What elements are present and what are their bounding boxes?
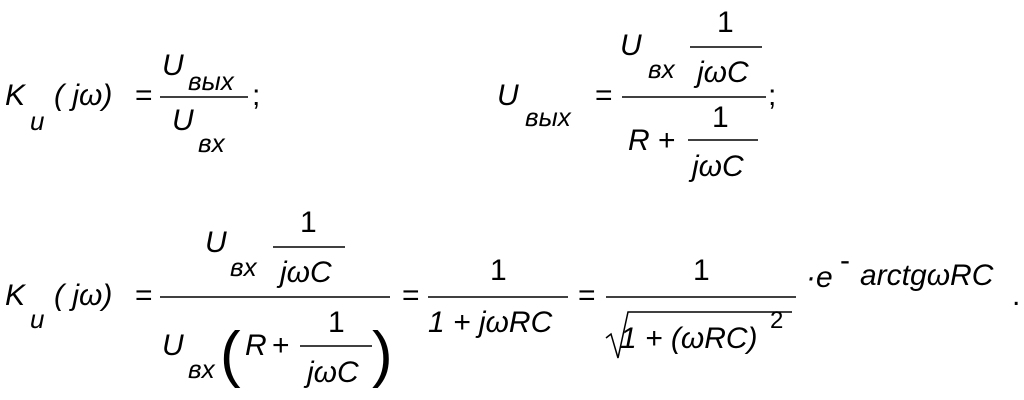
- argument: ( jω): [54, 79, 112, 112]
- equals: =: [578, 279, 596, 312]
- exponent: 2: [770, 307, 783, 334]
- parenthesis: (: [220, 320, 241, 389]
- denominator: 1 + (ωRC): [620, 322, 758, 355]
- symbol: K: [5, 279, 27, 312]
- exponent-sign: -: [840, 244, 850, 277]
- argument: ( jω): [54, 279, 112, 312]
- subscript: вх: [188, 354, 216, 384]
- numerator: U: [205, 226, 227, 259]
- symbol: ·e: [806, 261, 833, 294]
- punctuation: ;: [768, 79, 776, 112]
- numerator: U: [620, 29, 642, 62]
- subscript: u: [30, 304, 44, 334]
- numerator: 1: [328, 306, 345, 339]
- equals: =: [135, 79, 153, 112]
- denominator: 1 + jωRC: [428, 306, 553, 339]
- denominator: U: [172, 104, 194, 137]
- plus: +: [272, 329, 290, 362]
- symbol: K: [5, 79, 27, 112]
- numerator: 1: [693, 254, 710, 287]
- denominator: jωC: [276, 256, 332, 289]
- radical: [605, 311, 792, 359]
- numerator: 1: [490, 254, 507, 287]
- subscript: вх: [648, 54, 676, 84]
- denominator: jωC: [693, 56, 749, 89]
- symbol: R: [245, 329, 267, 362]
- plus: +: [658, 124, 676, 157]
- subscript: u: [30, 106, 44, 136]
- denominator: jωC: [303, 356, 359, 389]
- subscript: вых: [188, 66, 235, 96]
- equals: =: [135, 279, 153, 312]
- numerator: 1: [712, 101, 729, 134]
- subscript: вх: [230, 252, 258, 282]
- denominator: jωC: [688, 150, 744, 183]
- parenthesis: ): [372, 320, 393, 389]
- punctuation: .: [1012, 279, 1020, 312]
- symbol: U: [497, 79, 519, 112]
- equals: =: [402, 279, 420, 312]
- numerator: 1: [300, 206, 317, 239]
- denominator: U: [162, 329, 184, 362]
- subscript: вх: [198, 128, 226, 158]
- punctuation: ;: [252, 79, 260, 112]
- numerator: U: [162, 49, 184, 82]
- equals: =: [595, 79, 613, 112]
- symbol: R: [628, 124, 650, 157]
- exponent: arctgωRC: [860, 259, 994, 292]
- numerator: 1: [717, 6, 734, 39]
- subscript: вых: [525, 102, 572, 132]
